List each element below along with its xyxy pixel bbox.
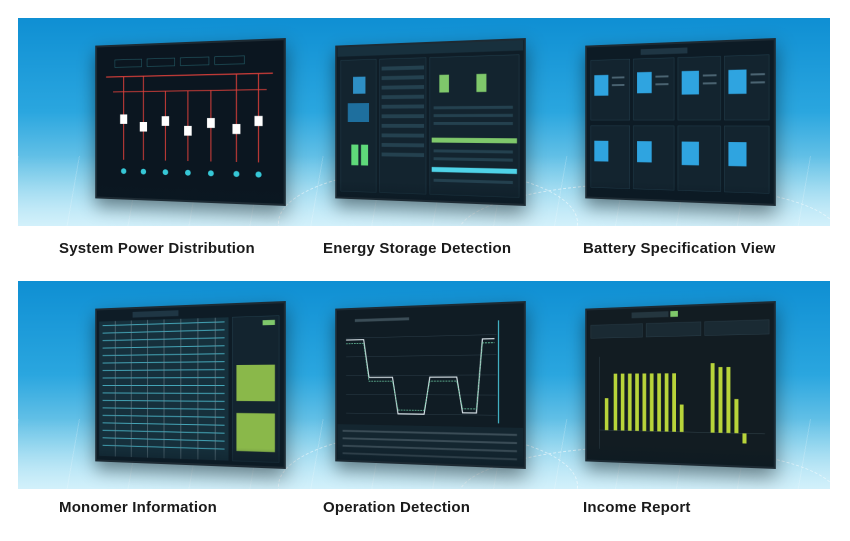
- screen-power-distribution[interactable]: [95, 38, 286, 206]
- battery-spec-grid: [587, 40, 774, 204]
- screen-operation-detection[interactable]: [335, 301, 526, 469]
- banner-top: [18, 18, 830, 226]
- energy-storage-layout: [337, 40, 524, 204]
- panel-label-power-distribution: System Power Distribution: [59, 240, 255, 257]
- banner-bottom: [18, 281, 830, 489]
- screen-income-report[interactable]: [585, 301, 776, 469]
- power-distribution-diagram: [97, 40, 284, 204]
- panel-label-battery-spec: Battery Specification View: [583, 240, 776, 257]
- panel-label-monomer-info: Monomer Information: [59, 499, 217, 516]
- panel-label-operation-detection: Operation Detection: [323, 499, 470, 516]
- income-bar-chart: [587, 303, 774, 467]
- screen-energy-storage[interactable]: [335, 38, 526, 206]
- panel-label-energy-storage: Energy Storage Detection: [323, 240, 511, 257]
- monomer-cell-grid: [97, 303, 284, 467]
- screen-monomer-info[interactable]: [95, 301, 286, 469]
- panel-label-income-report: Income Report: [583, 499, 691, 516]
- screen-battery-spec[interactable]: [585, 38, 776, 206]
- operation-line-chart: [337, 303, 524, 467]
